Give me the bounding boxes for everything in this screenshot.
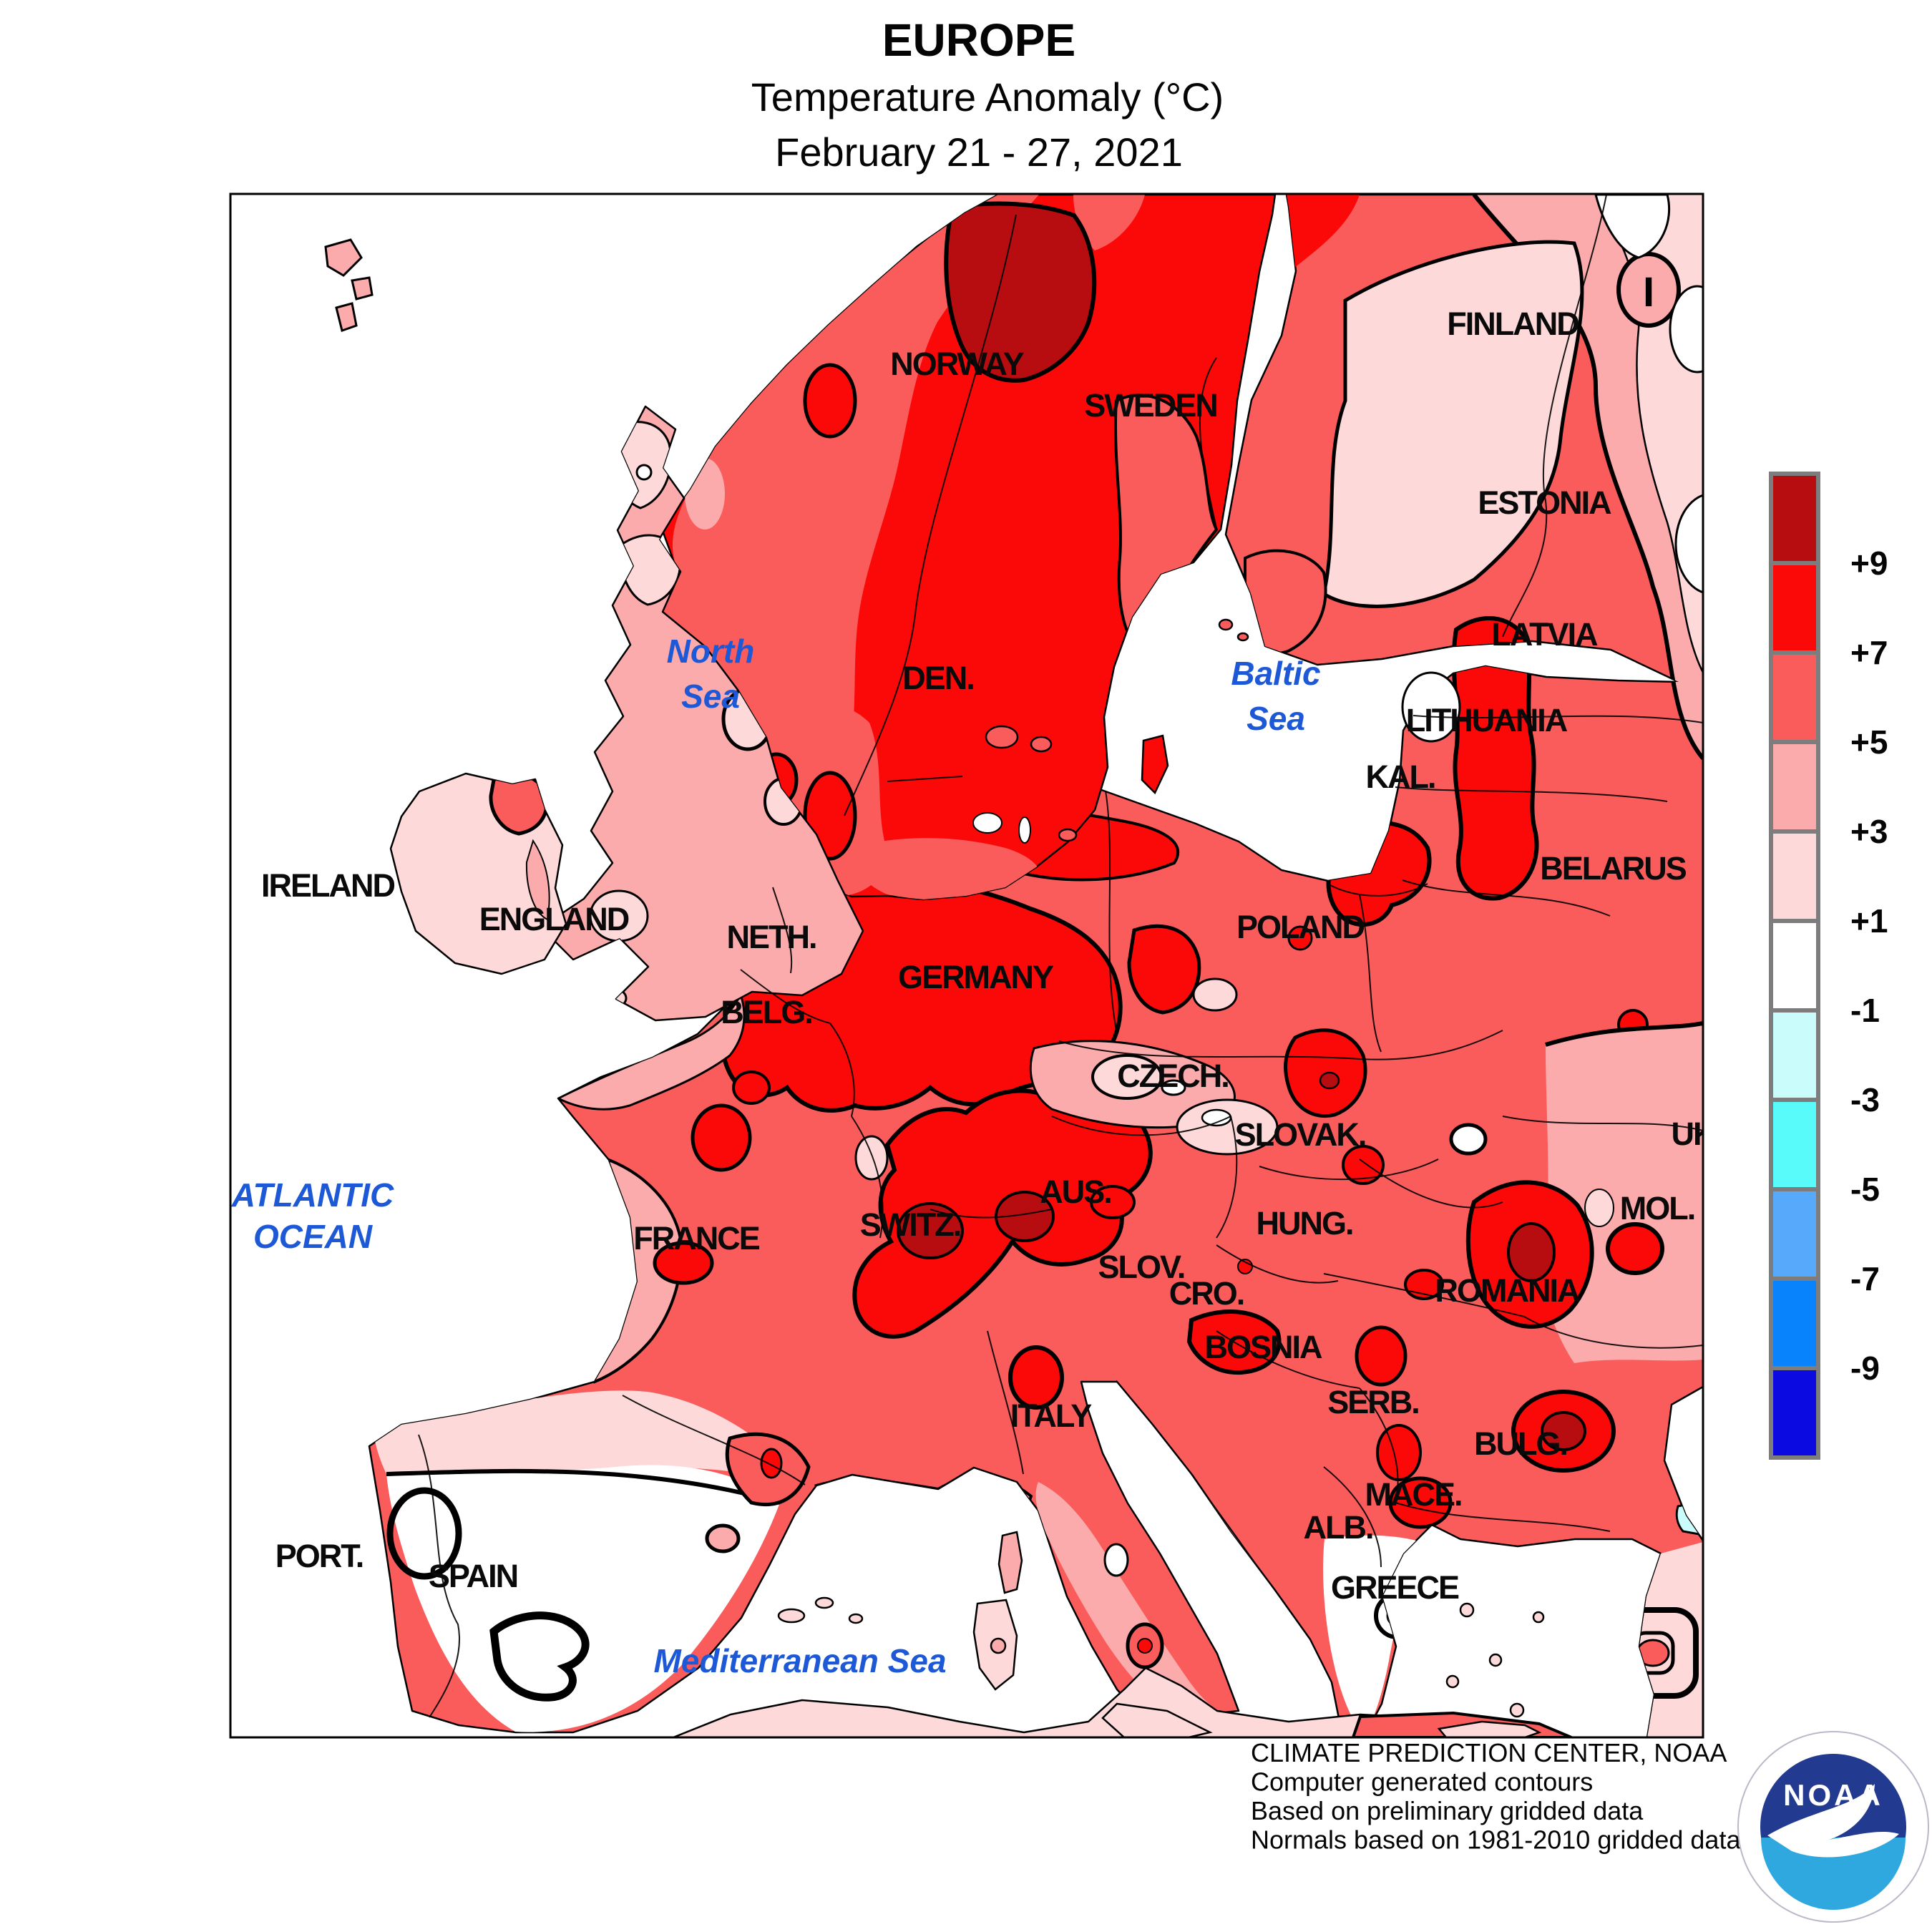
country-label-aus: AUS. [1040, 1174, 1111, 1210]
sea-overlays [1401, 194, 1703, 743]
country-label-spain: SPAIN [429, 1558, 517, 1594]
colorbar-cell-7 [1769, 1098, 1820, 1191]
noaa-acronym: NOAA [1783, 1778, 1883, 1812]
map-frame [229, 192, 1704, 1739]
country-label-sweden: SWEDEN [1084, 387, 1217, 424]
country-label-port: PORT. [275, 1538, 364, 1574]
date-range: February 21 - 27, 2021 [775, 130, 1183, 175]
country-label-belarus: BELARUS [1540, 850, 1686, 887]
mediterranean-islands [777, 1531, 1545, 1737]
country-label-czech: CZECH. [1117, 1058, 1229, 1094]
country-label-poland: POLAND [1236, 909, 1365, 945]
credits-line-4: Normals based on 1981-2010 gridded data [1251, 1825, 1741, 1855]
colorbar-tick-+3: +3 [1850, 813, 1888, 850]
credits-line-1: CLIMATE PREDICTION CENTER, NOAA [1251, 1738, 1727, 1767]
country-label-france: FRANCE [633, 1220, 759, 1257]
country-label-switz: SWITZ. [860, 1206, 960, 1243]
country-label-slov: SLOV. [1098, 1249, 1185, 1285]
credits-block: CLIMATE PREDICTION CENTER, NOAAComputer … [1251, 1738, 1741, 1855]
country-label-bosnia: BOSNIA [1204, 1329, 1322, 1365]
country-label-lithuania: LITHUANIA [1406, 702, 1568, 738]
sea-label-mediterraneansea: Mediterranean Sea [653, 1642, 946, 1679]
sea-label-sea: Sea [681, 678, 740, 715]
country-label-uk: UK [1672, 1116, 1717, 1152]
colorbar-cell-10 [1769, 1366, 1820, 1460]
colorbar-tick--5: -5 [1850, 1171, 1880, 1208]
colorbar-tick-+9: +9 [1850, 545, 1888, 582]
country-borders [418, 194, 1703, 1718]
colorbar-cell-9 [1769, 1277, 1820, 1370]
colorbar-cell-4 [1769, 829, 1820, 923]
country-label-bulg: BULG. [1474, 1425, 1567, 1462]
sea-label-baltic: Baltic [1231, 655, 1320, 692]
subtitle: Temperature Anomaly (°C) [751, 74, 1224, 119]
colorbar-cell-6 [1769, 1008, 1820, 1102]
country-label-hung: HUNG. [1257, 1205, 1353, 1241]
sea-label-atlantic: ATLANTIC [231, 1176, 394, 1214]
country-label-kal: KAL. [1366, 758, 1435, 795]
country-label-cro: CRO. [1169, 1275, 1244, 1312]
country-label-mace: MACE. [1365, 1476, 1462, 1513]
country-label-estonia: ESTONIA [1478, 484, 1611, 521]
sea-label-ocean: OCEAN [253, 1218, 373, 1255]
country-label-latvia: LATVIA [1491, 616, 1598, 653]
country-label-italy: ITALY [1010, 1397, 1093, 1434]
faroe-islands [324, 238, 374, 332]
credits-line-3: Based on preliminary gridded data [1251, 1796, 1644, 1825]
country-label-slovak: SLOVAK. [1235, 1116, 1366, 1153]
sea-label-sea: Sea [1246, 700, 1305, 737]
country-label-mol: MOL. [1620, 1190, 1694, 1226]
country-label-germany: GERMANY [898, 959, 1054, 995]
country-labels: FINLAND NORWAY SWEDEN ESTONIA LATVIA DEN. LITH… [261, 306, 1717, 1606]
colorbar-tick-+1: +1 [1850, 902, 1888, 940]
colorbar-cell-1 [1769, 561, 1820, 655]
country-label-finland: FINLAND [1447, 306, 1579, 342]
country-label-greece: GREECE [1331, 1569, 1459, 1606]
colorbar-tick-+5: +5 [1850, 723, 1888, 761]
noaa-emblem-sea [1761, 1838, 1906, 1910]
country-label-den: DEN. [902, 660, 974, 696]
map-title-block: EUROPE Temperature Anomaly (°C) February… [751, 14, 1224, 175]
country-label-england: ENGLAND [479, 901, 629, 937]
noaa-seagull-icon [1767, 1784, 1899, 1858]
noaa-logo: NATIONAL OCEANIC AND ATMOSPHERIC ADMINIS… [1737, 1731, 1932, 1932]
colorbar-cell-3 [1769, 740, 1820, 834]
colorbar-cell-8 [1769, 1187, 1820, 1281]
page-title: EUROPE [882, 14, 1075, 66]
colorbar-tick--3: -3 [1850, 1081, 1880, 1118]
baltic-islands [985, 618, 1249, 842]
contour-inset-mark: I [1643, 269, 1654, 316]
credits-line-2: Computer generated contours [1251, 1767, 1593, 1797]
colorbar-tick--7: -7 [1850, 1260, 1880, 1297]
landmass-ireland [389, 772, 567, 975]
colorbar-cell-0 [1769, 472, 1820, 565]
sea-labels: North Sea Baltic Sea ATLANTIC OCEAN Mediterran… [231, 633, 1321, 1679]
map-canvas: I FINLAND NORWAY SWEDEN ESTONIA LATVIA DEN. LI… [231, 194, 1717, 1737]
landmass-scandinavia [651, 194, 1277, 901]
colorbar-tick--1: -1 [1850, 992, 1880, 1029]
country-label-serb: SERB. [1327, 1384, 1419, 1420]
colorbar-cell-2 [1769, 650, 1820, 744]
colorbar-cell-5 [1769, 919, 1820, 1013]
country-label-romania: ROMANIA [1435, 1272, 1580, 1309]
colorbar-tick-+7: +7 [1850, 634, 1888, 671]
colorbar: +9 +7 +5 +3 +1 -1 -3 -5 -7 -9 [1769, 472, 1888, 1460]
country-label-belg: BELG. [721, 994, 812, 1030]
country-label-norway: NORWAY [890, 346, 1025, 382]
country-label-neth: NETH. [727, 919, 816, 955]
colorbar-tick--9: -9 [1850, 1350, 1880, 1387]
colorbar-cells [1769, 472, 1820, 1460]
sea-label-north: North [667, 633, 755, 670]
country-label-alb: ALB. [1304, 1509, 1373, 1546]
colorbar-ticks: +9 +7 +5 +3 +1 -1 -3 -5 -7 -9 [1850, 545, 1888, 1387]
country-label-ireland: IRELAND [261, 867, 394, 904]
